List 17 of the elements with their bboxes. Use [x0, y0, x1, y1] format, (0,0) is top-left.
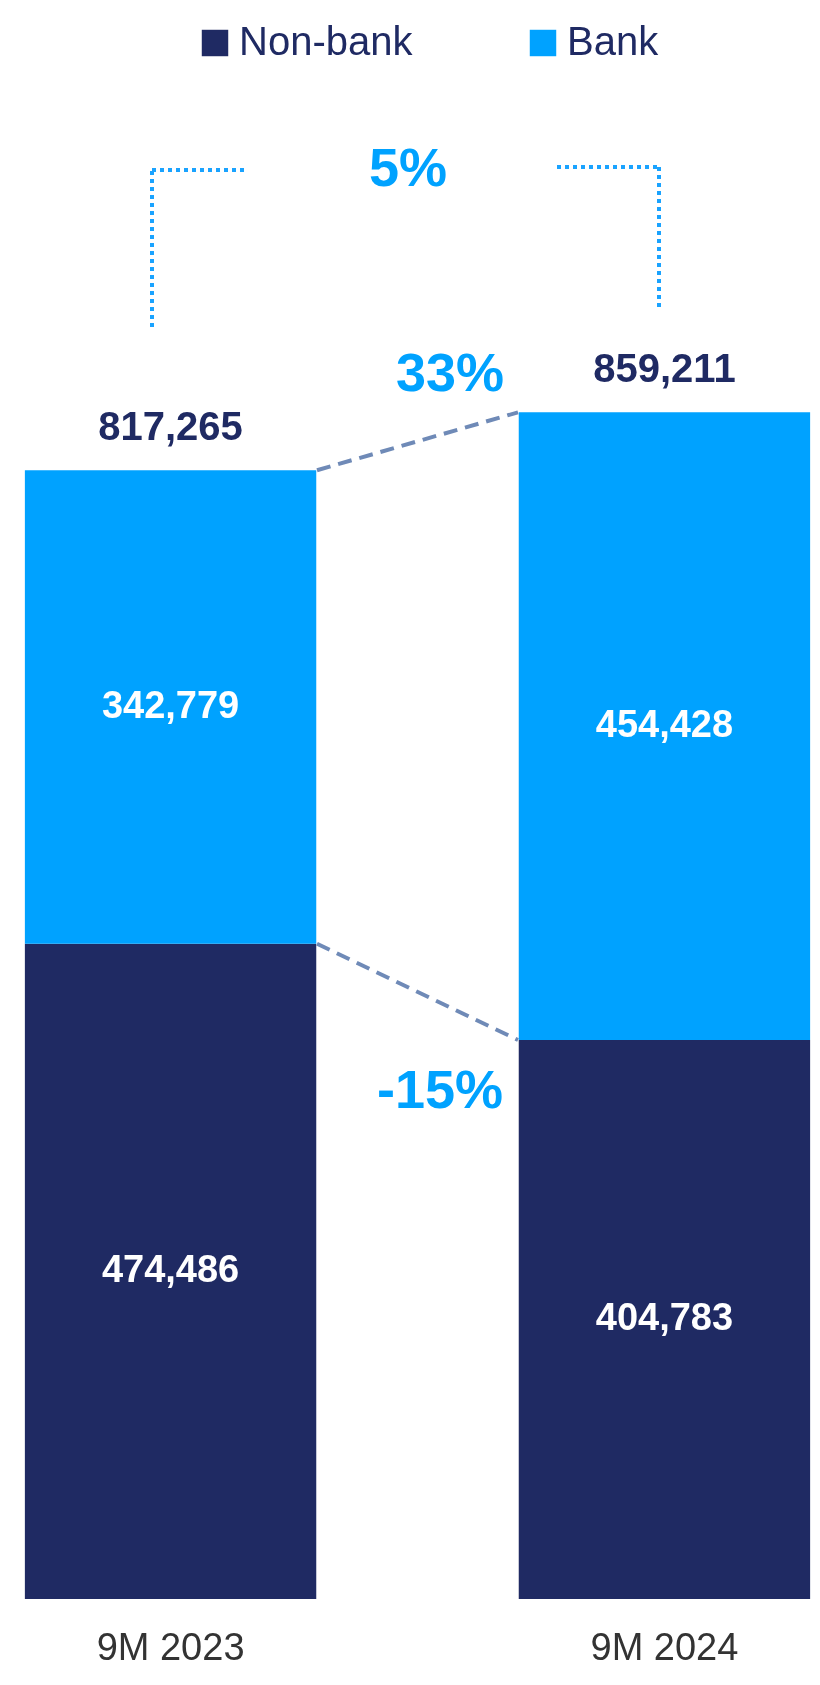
x-tick-label: 9M 2023 — [96, 1625, 245, 1668]
data-label: 454,428 — [595, 703, 734, 746]
annotation: -15% — [376, 1059, 504, 1119]
total-label: 817,265 — [98, 404, 243, 449]
x-tick-label: 9M 2024 — [590, 1625, 739, 1668]
bar — [24, 470, 317, 944]
bar — [518, 1039, 811, 1599]
legend-label: Non-bank — [239, 19, 414, 63]
data-label: 474,486 — [101, 1248, 240, 1291]
total-label: 859,211 — [593, 346, 736, 391]
text: 33% — [395, 342, 505, 402]
data-label: 342,779 — [101, 683, 240, 726]
text: 5% — [368, 137, 448, 197]
bar — [518, 412, 811, 1040]
data-label: 404,783 — [595, 1296, 734, 1339]
legend-label: Bank — [567, 19, 660, 63]
bar — [24, 943, 317, 1599]
